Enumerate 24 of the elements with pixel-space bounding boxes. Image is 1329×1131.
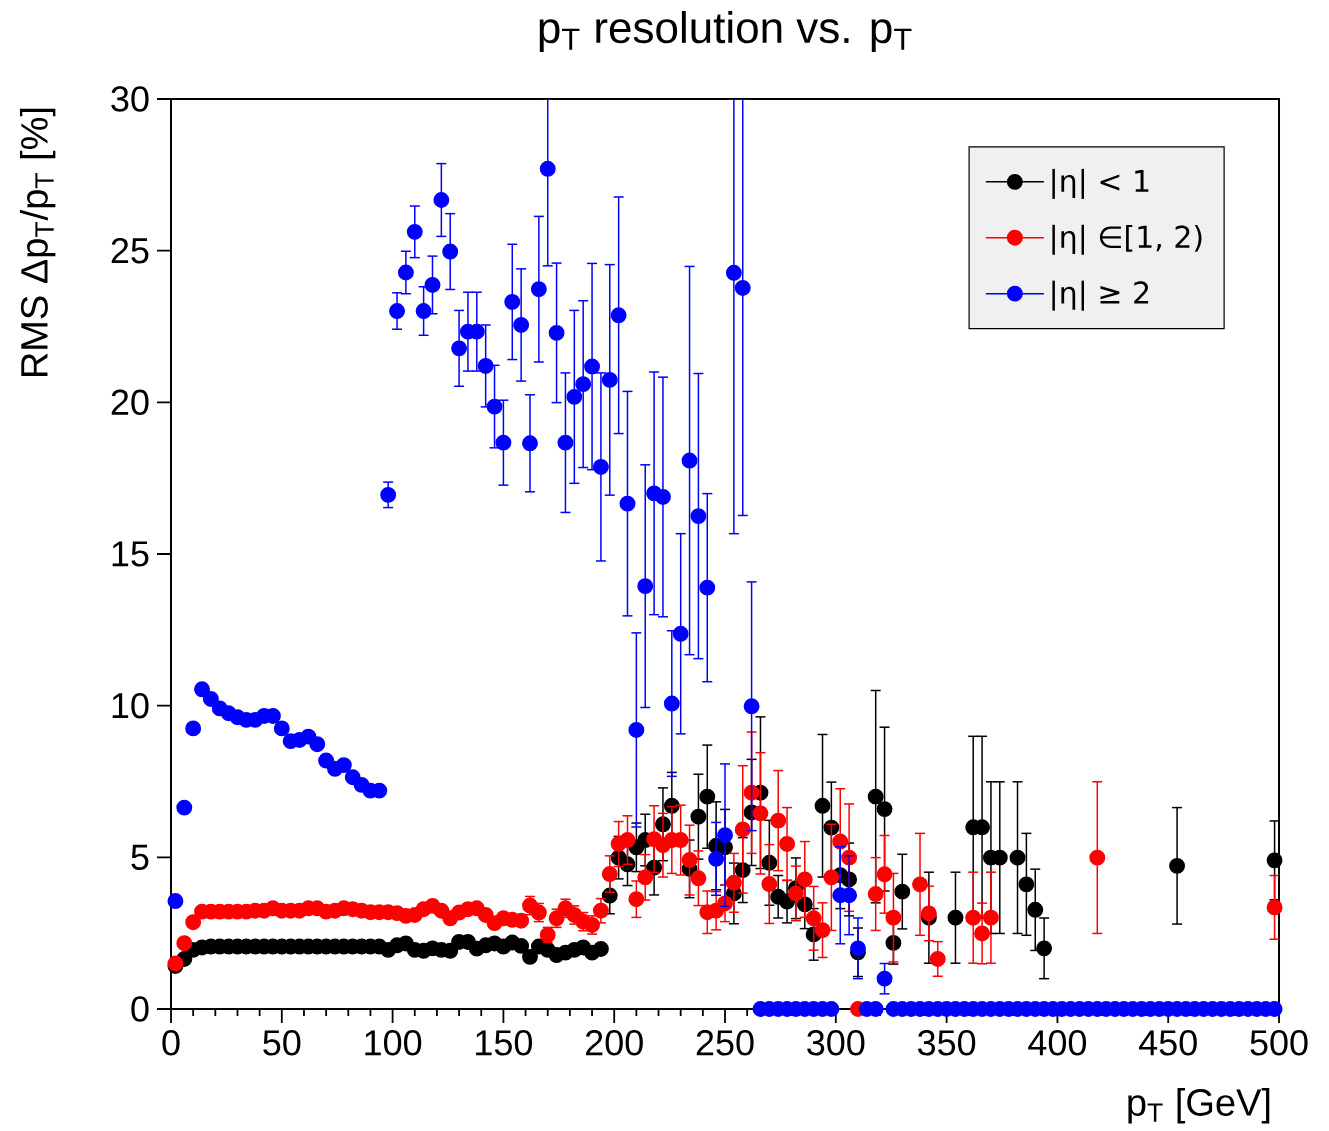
x-tick-label: 450 bbox=[1138, 1030, 1197, 1056]
x-tick-label: 150 bbox=[476, 1030, 533, 1056]
legend-label: |η| ≥ 2 bbox=[1052, 280, 1149, 311]
x-tick-label: 100 bbox=[365, 1030, 422, 1056]
y-tick-label: 5 bbox=[131, 844, 149, 870]
y-axis-title: RMS Δp$_{T}$/p$_{T}$ [%] bbox=[19, 108, 56, 377]
y-tick-label: 10 bbox=[112, 692, 149, 719]
x-tick-label: 0 bbox=[162, 1030, 180, 1056]
x-tick-label: 250 bbox=[696, 1030, 754, 1056]
x-tick-label: 200 bbox=[585, 1030, 643, 1056]
x-tick-label: 400 bbox=[1028, 1030, 1087, 1056]
legend-label: |η| < 1 bbox=[1052, 168, 1149, 199]
x-tick-label: 350 bbox=[917, 1030, 976, 1056]
y-tick-label: 30 bbox=[111, 86, 149, 112]
y-tick-label: 25 bbox=[111, 237, 149, 264]
y-tick-label: 0 bbox=[131, 996, 149, 1022]
x-axis-title: p$_{T}$ [GeV] bbox=[1128, 1088, 1270, 1124]
x-tick-label: 50 bbox=[263, 1030, 301, 1056]
y-tick-label: 20 bbox=[111, 389, 149, 416]
chart-title: p$_{T}$ resolution vs. p$_{T}$ bbox=[539, 10, 912, 52]
x-tick-label: 300 bbox=[807, 1030, 865, 1056]
legend-label: |η| ∈[1, 2) bbox=[1052, 224, 1202, 255]
y-tick-label: 15 bbox=[112, 541, 149, 567]
x-tick-label: 500 bbox=[1250, 1030, 1308, 1056]
